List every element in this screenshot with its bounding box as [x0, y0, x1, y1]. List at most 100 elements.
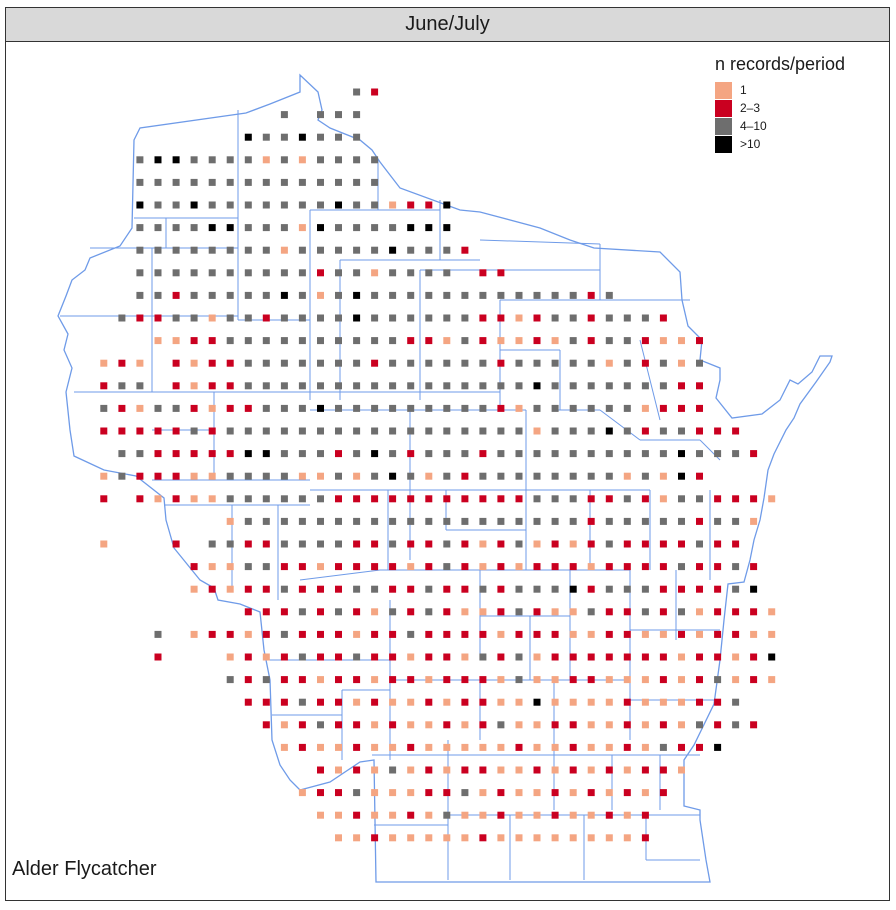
record-cell	[587, 721, 595, 729]
record-cell	[551, 540, 559, 548]
record-cell	[497, 450, 505, 458]
record-cell	[533, 450, 541, 458]
record-cell	[407, 404, 415, 412]
record-cell	[280, 133, 288, 141]
record-cell	[551, 789, 559, 797]
record-cell	[461, 698, 469, 706]
record-cell	[569, 743, 577, 751]
record-cell	[732, 721, 740, 729]
record-cell	[371, 608, 379, 616]
record-cell	[226, 676, 234, 684]
record-cell	[172, 427, 180, 435]
record-cell	[443, 743, 451, 751]
legend-label: >10	[740, 137, 761, 151]
record-cell	[335, 495, 342, 503]
record-cell	[551, 630, 559, 638]
record-cell	[605, 495, 613, 503]
record-cell	[172, 540, 180, 548]
record-cell	[280, 698, 288, 706]
record-cell	[280, 630, 288, 638]
record-cell	[551, 359, 559, 367]
record-cell	[551, 517, 559, 525]
record-cell	[623, 472, 631, 480]
record-cell	[100, 359, 108, 367]
record-cell	[335, 111, 342, 119]
record-cell	[118, 472, 126, 480]
record-cell	[678, 676, 685, 684]
record-cell	[335, 450, 342, 458]
record-cell	[641, 382, 649, 390]
record-cell	[335, 698, 342, 706]
record-cell	[750, 563, 758, 571]
record-cell	[533, 766, 541, 774]
record-cell	[317, 337, 324, 345]
record-cell	[623, 337, 631, 345]
record-cell	[497, 676, 505, 684]
legend-swatch	[715, 99, 732, 117]
record-cell	[118, 427, 126, 435]
record-cell	[569, 834, 577, 842]
record-cell	[515, 630, 523, 638]
record-cell	[696, 337, 703, 345]
record-cell	[533, 314, 541, 322]
record-cell	[226, 585, 234, 593]
record-cell	[533, 789, 541, 797]
record-cell	[244, 178, 252, 186]
record-cell	[641, 608, 649, 616]
county-line	[639, 339, 661, 421]
record-cell	[244, 517, 252, 525]
record-cell	[533, 585, 541, 593]
record-cell	[335, 563, 342, 571]
record-cell	[190, 269, 198, 277]
record-cell	[750, 585, 758, 593]
record-cell	[497, 789, 505, 797]
record-cell	[641, 450, 649, 458]
record-cell	[678, 630, 685, 638]
record-cell	[154, 178, 162, 186]
record-cell	[154, 404, 162, 412]
record-cell	[443, 224, 451, 232]
record-cell	[208, 337, 216, 345]
record-cell	[172, 314, 180, 322]
record-cell	[317, 246, 324, 254]
record-cell	[262, 269, 270, 277]
legend-title: n records/period	[715, 54, 846, 74]
record-cell	[136, 269, 144, 277]
record-cell	[190, 495, 198, 503]
record-cell	[280, 427, 288, 435]
record-cell	[515, 404, 523, 412]
record-cell	[425, 269, 433, 277]
record-cell	[714, 450, 722, 458]
legend: n records/period 1 2–3 4–10 >10	[715, 54, 845, 153]
record-cell	[605, 359, 613, 367]
record-cell	[298, 585, 306, 593]
record-cell	[425, 743, 433, 751]
record-cell	[280, 224, 288, 232]
record-cell	[317, 359, 324, 367]
record-cell	[298, 269, 306, 277]
record-cell	[389, 834, 397, 842]
record-cell	[335, 653, 342, 661]
record-cell	[298, 314, 306, 322]
record-cell	[443, 427, 451, 435]
record-cell	[389, 495, 397, 503]
record-cell	[515, 359, 523, 367]
record-cell	[389, 653, 397, 661]
record-cell	[641, 721, 649, 729]
record-cell	[479, 766, 487, 774]
record-cell	[335, 789, 342, 797]
record-cell	[497, 495, 505, 503]
record-cell	[262, 495, 270, 503]
legend-label: 1	[740, 83, 747, 97]
record-cell	[551, 608, 559, 616]
record-cell	[317, 156, 324, 164]
record-cell	[461, 314, 469, 322]
record-cell	[696, 608, 703, 616]
record-cell	[244, 540, 252, 548]
record-cell	[172, 472, 180, 480]
panel-strip-title: June/July	[6, 8, 889, 42]
legend-item: 4–10	[715, 117, 845, 135]
record-cell	[623, 698, 631, 706]
record-cell	[317, 133, 324, 141]
